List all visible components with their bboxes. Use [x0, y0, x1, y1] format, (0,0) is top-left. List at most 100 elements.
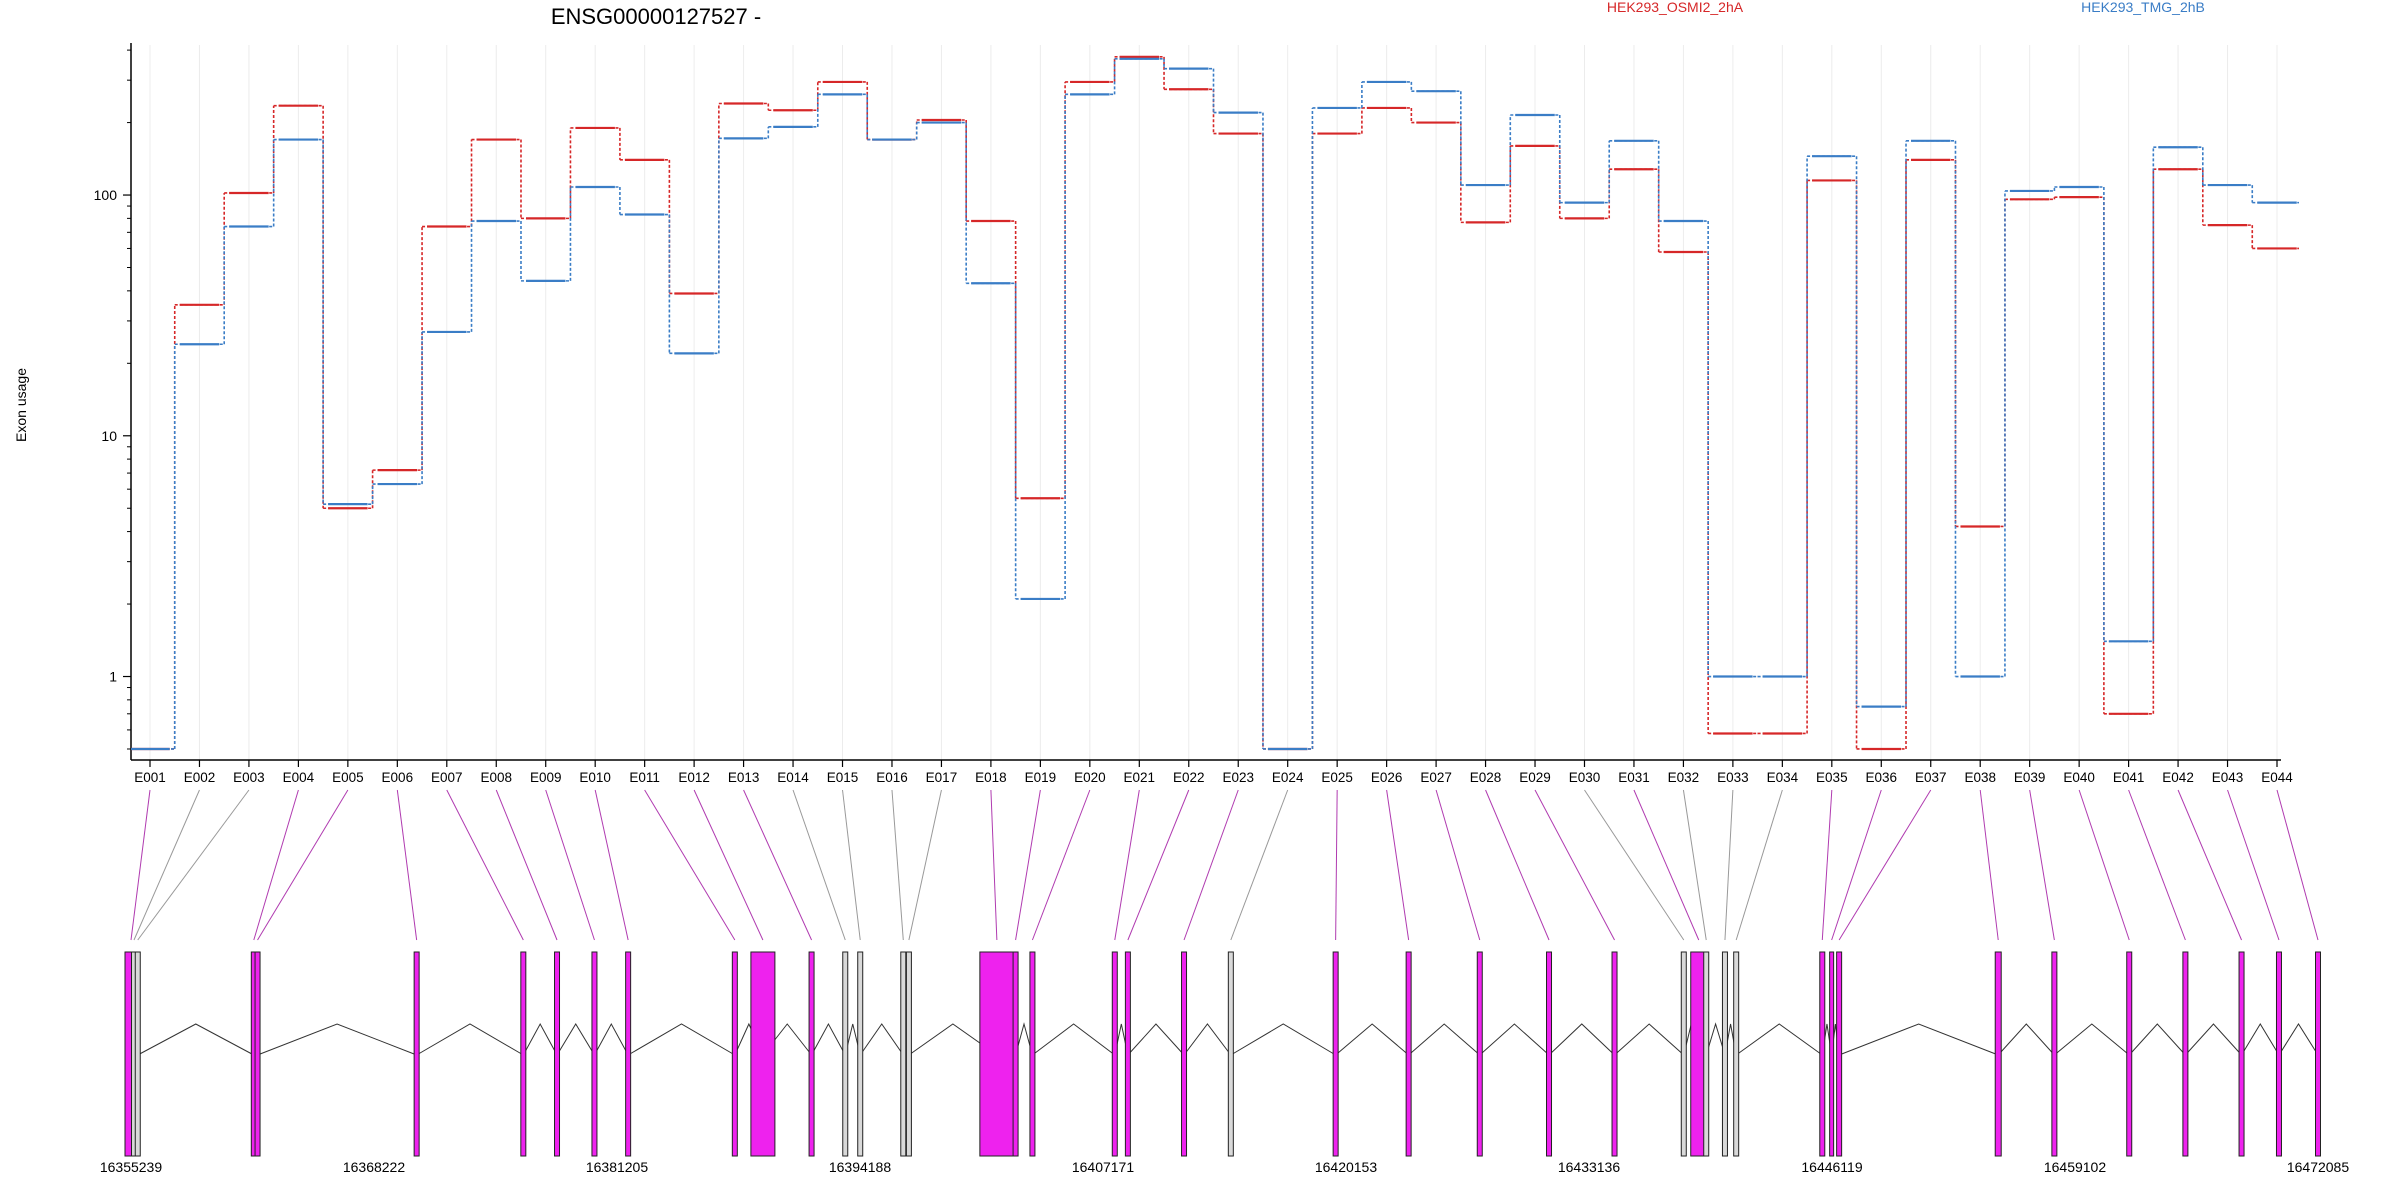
exon-box — [2051, 951, 2058, 1157]
intron-line — [1548, 1023, 1615, 1056]
exon-connector — [257, 789, 349, 941]
exon-connector — [1015, 789, 1041, 941]
exon-connector — [908, 789, 942, 941]
legend-entry-osmi2: HEK293_OSMI2_2hA — [1607, 0, 1744, 15]
exon-connector — [2276, 789, 2319, 941]
exon-box — [857, 951, 864, 1157]
intron-line — [137, 1023, 255, 1056]
intron-line — [522, 1022, 558, 1056]
intron-line — [1997, 1023, 2055, 1056]
intron-line — [416, 1023, 524, 1056]
coordinate-label: 16368222 — [343, 1159, 406, 1175]
intron-line — [556, 1023, 595, 1056]
coordinate-label: 16446119 — [1801, 1159, 1862, 1175]
series-HEK293_OSMI2_2hA — [131, 55, 2299, 751]
exon-connector — [594, 789, 629, 941]
exon-connector — [1735, 789, 1783, 941]
intron-line — [1032, 1023, 1116, 1056]
exon-box — [1012, 951, 1019, 1157]
exon-connector — [1979, 789, 1999, 941]
intron-line — [1705, 1022, 1726, 1056]
exon-box — [2182, 951, 2189, 1157]
x-tick-label: E004 — [283, 770, 315, 785]
exon-connector — [1682, 789, 1707, 941]
exon-connector — [891, 789, 904, 941]
y-axis-label: Exon usage — [13, 368, 29, 442]
exon-connector — [1230, 789, 1289, 941]
exon-connector — [137, 789, 250, 941]
exon-connector — [1821, 789, 1833, 941]
exon-connector — [446, 789, 524, 941]
exon-box — [1829, 951, 1835, 1157]
x-tick-label: E022 — [1173, 770, 1205, 785]
y-tick-label: 100 — [94, 187, 118, 203]
y-tick-label: 1 — [109, 669, 117, 685]
x-tick-label: E020 — [1074, 770, 1106, 785]
exon-box — [2238, 951, 2245, 1157]
x-tick-label: E030 — [1569, 770, 1601, 785]
series-lines — [131, 55, 2299, 751]
exon-connector — [1386, 789, 1410, 941]
gene-model — [124, 951, 2321, 1157]
exon-connector — [644, 789, 736, 941]
exon-box — [591, 951, 598, 1157]
exon-box — [900, 951, 907, 1157]
exon-connector — [2177, 789, 2243, 941]
exon-box — [134, 951, 141, 1157]
x-tick-label: E027 — [1420, 770, 1452, 785]
exon-connector — [1633, 789, 1700, 941]
x-tick-label: E016 — [876, 770, 908, 785]
x-tick-label: E034 — [1767, 770, 1799, 785]
exon-box — [413, 951, 420, 1157]
x-tick-label: E026 — [1371, 770, 1403, 785]
exon-box — [979, 951, 1015, 1157]
exon-connector — [2078, 789, 2130, 941]
exon-connector — [396, 789, 418, 941]
x-tick-label: E005 — [332, 770, 364, 785]
x-tick-label: E031 — [1618, 770, 1650, 785]
x-tick-label: E017 — [926, 770, 958, 785]
exon-box — [1181, 951, 1188, 1157]
x-tick-label: E025 — [1321, 770, 1353, 785]
x-tick-label: E021 — [1124, 770, 1156, 785]
x-tick-label: E036 — [1866, 770, 1898, 785]
exon-connector — [545, 789, 595, 941]
exon-connector — [1435, 789, 1481, 941]
x-tick-label: E042 — [2162, 770, 2194, 785]
exon-box — [750, 951, 776, 1157]
intron-line — [1408, 1023, 1481, 1056]
exon-connector — [792, 789, 846, 941]
chart-title: ENSG00000127527 - — [551, 4, 761, 29]
exon-box — [808, 951, 815, 1157]
exon-connector — [1838, 789, 1932, 941]
exon-box — [1332, 951, 1339, 1157]
intron-line — [811, 1022, 846, 1056]
exon-box — [625, 951, 632, 1157]
x-tick-label: E008 — [480, 770, 512, 785]
x-tick-label: E043 — [2212, 770, 2244, 785]
exon-connector — [1534, 789, 1615, 941]
coordinate-label: 16407171 — [1072, 1159, 1135, 1175]
exon-connector — [1485, 789, 1550, 941]
exon-connector — [693, 789, 764, 941]
intron-line — [1614, 1023, 1685, 1056]
exon-box — [2126, 951, 2133, 1157]
intron-line — [594, 1022, 629, 1056]
exon-box — [1836, 951, 1843, 1157]
x-tick-label: E044 — [2261, 770, 2293, 785]
x-tick-label: E039 — [2014, 770, 2046, 785]
legend: ENSG00000127527 - HEK293_OSMI2_2hA HEK29… — [551, 0, 2205, 29]
x-tick-label: E006 — [382, 770, 414, 785]
x-tick-label: E007 — [431, 770, 463, 785]
intron-line — [2278, 1023, 2319, 1056]
x-tick-label: E011 — [629, 770, 660, 785]
exon-box — [1124, 951, 1131, 1157]
x-tick-label: E009 — [530, 770, 562, 785]
exon-connectors — [130, 789, 2319, 941]
intron-line — [1230, 1023, 1336, 1056]
intron-line — [1183, 1023, 1232, 1056]
x-tick-label: E012 — [678, 770, 710, 785]
exon-connector — [1183, 789, 1239, 941]
series-HEK293_TMG_2hB — [131, 57, 2299, 751]
